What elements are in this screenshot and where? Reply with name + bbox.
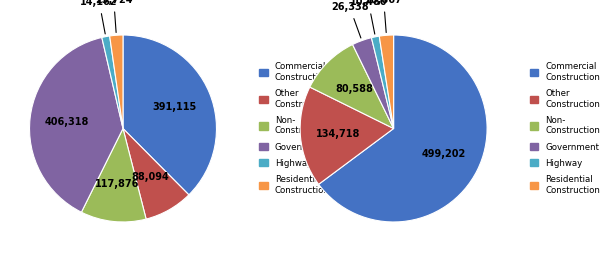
Wedge shape — [319, 35, 487, 222]
Wedge shape — [371, 36, 394, 128]
Wedge shape — [123, 35, 216, 195]
Text: 10,480: 10,480 — [349, 0, 387, 7]
Wedge shape — [352, 38, 394, 128]
Wedge shape — [109, 35, 123, 128]
Text: 134,718: 134,718 — [315, 128, 360, 139]
Wedge shape — [300, 87, 394, 184]
Text: 26,338: 26,338 — [331, 2, 368, 12]
Text: 14,162: 14,162 — [81, 0, 118, 7]
Legend: Commercial
Construction, Other
Construction, Non-
Construction, Government, High: Commercial Construction, Other Construct… — [256, 59, 333, 198]
Text: 88,094: 88,094 — [132, 172, 170, 182]
Text: 18,867: 18,867 — [365, 0, 403, 5]
Text: 23,724: 23,724 — [95, 0, 132, 5]
Text: 391,115: 391,115 — [153, 102, 197, 112]
Legend: Commercial
Construction, Other
Construction, Non-
Construction, Government, High: Commercial Construction, Other Construct… — [526, 59, 604, 198]
Wedge shape — [30, 38, 123, 212]
Wedge shape — [81, 128, 146, 222]
Text: 499,202: 499,202 — [422, 149, 466, 159]
Wedge shape — [310, 44, 394, 128]
Text: 406,318: 406,318 — [45, 117, 89, 127]
Text: 80,588: 80,588 — [335, 84, 373, 94]
Wedge shape — [102, 36, 123, 128]
Wedge shape — [379, 35, 394, 128]
Wedge shape — [123, 128, 189, 219]
Text: 117,876: 117,876 — [95, 179, 139, 189]
